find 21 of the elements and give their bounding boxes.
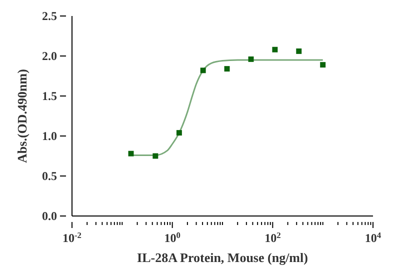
point — [320, 62, 326, 68]
y-axis-title: Abs.(OD.490nm) — [14, 69, 30, 163]
x-tick-label: 10$^{-2}$ — [62, 230, 82, 245]
y-tick-label: 0.5 — [42, 169, 57, 183]
y-tick-label: 2.0 — [42, 49, 57, 63]
point — [248, 56, 254, 62]
point — [128, 150, 134, 156]
point — [152, 153, 158, 159]
point — [200, 68, 206, 74]
x-tick-label: 10$^{2}$ — [264, 230, 281, 245]
y-tick-label: 1.0 — [42, 129, 57, 143]
y-tick-label: 2.5 — [42, 9, 57, 23]
point — [272, 46, 278, 52]
point — [176, 130, 182, 136]
y-tick-label: 0.0 — [42, 209, 57, 223]
x-tick-label: 10$^{4}$ — [364, 230, 382, 245]
x-tick-label: 10$^{0}$ — [164, 230, 180, 245]
point — [224, 66, 230, 72]
y-tick-label: 1.5 — [42, 89, 57, 103]
x-axis-title: IL-28A Protein, Mouse (ng/ml) — [137, 250, 308, 265]
point — [296, 48, 302, 54]
